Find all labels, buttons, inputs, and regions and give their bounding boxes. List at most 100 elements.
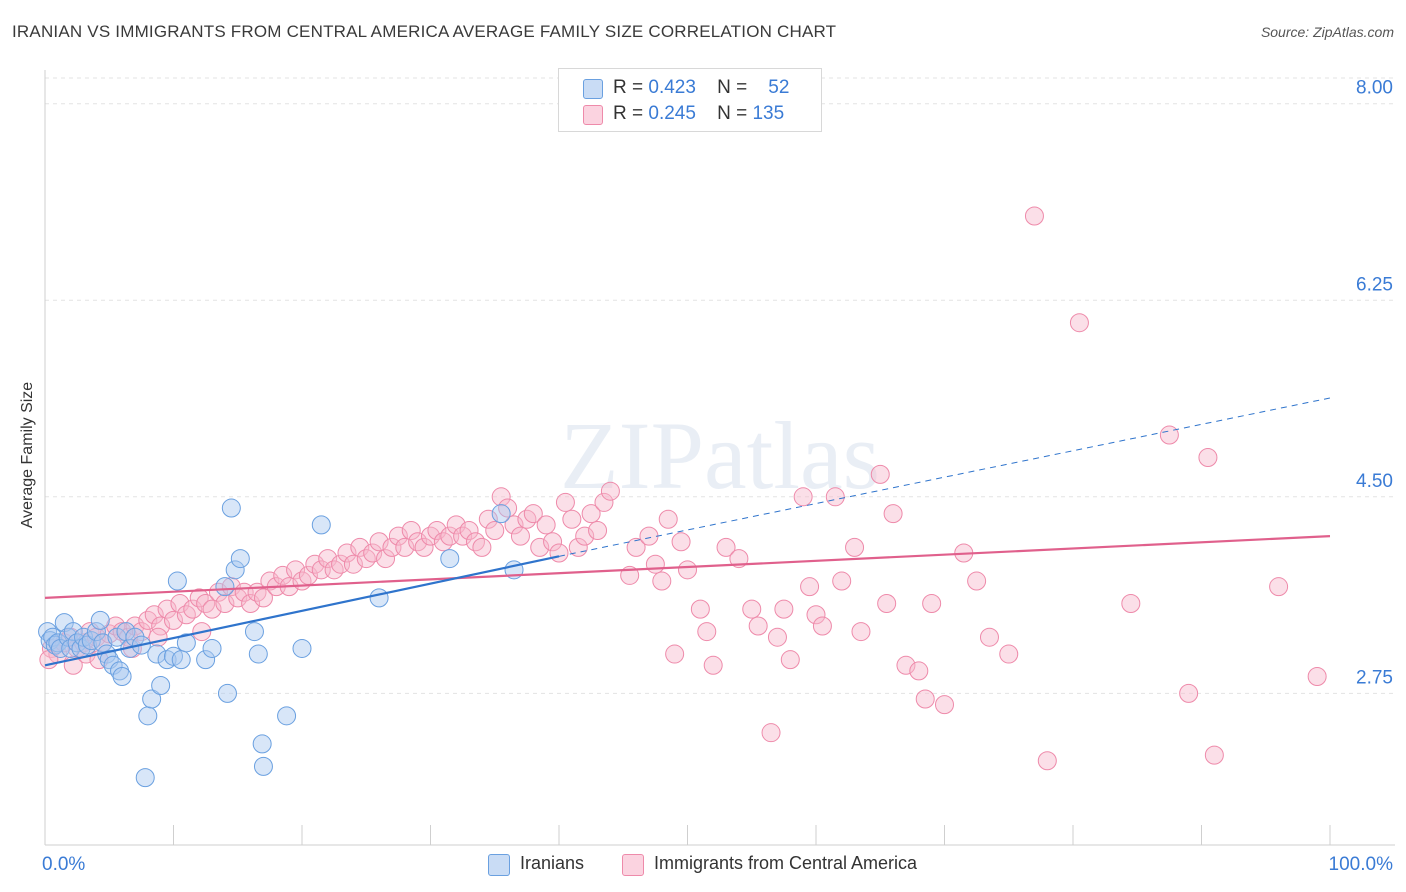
central-america-point bbox=[491, 487, 511, 507]
central-america-point bbox=[1037, 751, 1057, 771]
central-america-point bbox=[144, 605, 164, 625]
central-america-point bbox=[806, 605, 826, 625]
central-america-point bbox=[697, 622, 717, 642]
central-america-swatch bbox=[583, 105, 603, 125]
central-america-point bbox=[774, 599, 794, 619]
central-america-point bbox=[1269, 577, 1289, 597]
r-value: 0.245 bbox=[648, 103, 696, 124]
iranian-point bbox=[217, 683, 237, 703]
y-tick-label: 6.25 bbox=[1356, 274, 1393, 295]
central-america-point bbox=[588, 521, 608, 541]
iranian-point bbox=[147, 644, 167, 664]
central-america-point bbox=[164, 610, 183, 630]
n-label: N = bbox=[717, 103, 748, 124]
central-america-point bbox=[1121, 594, 1141, 614]
iranian-point bbox=[248, 644, 268, 664]
central-america-point bbox=[594, 492, 614, 512]
iranian-point bbox=[138, 706, 158, 726]
central-america-point bbox=[678, 560, 697, 580]
iranian-point bbox=[58, 627, 78, 647]
central-america-point bbox=[1179, 683, 1199, 703]
central-america-point bbox=[652, 571, 672, 591]
n-value: 135 bbox=[752, 103, 785, 124]
iranians-trend-line bbox=[44, 555, 560, 667]
central-america-point bbox=[253, 588, 273, 608]
central-america-point bbox=[530, 537, 550, 557]
iranian-point bbox=[112, 667, 132, 687]
central-america-point bbox=[170, 594, 190, 614]
central-america-point bbox=[896, 655, 916, 675]
central-america-point bbox=[510, 526, 530, 546]
stats-text: R = 0.423 N = 52 bbox=[613, 77, 789, 99]
iranian-point bbox=[135, 768, 155, 788]
iranian-point bbox=[292, 638, 312, 658]
central-america-point bbox=[626, 537, 646, 557]
central-america-point bbox=[645, 554, 665, 574]
iranian-point bbox=[253, 756, 273, 776]
central-america-point bbox=[812, 616, 832, 636]
y-tick-label: 8.00 bbox=[1356, 78, 1393, 99]
iranian-point bbox=[215, 577, 235, 597]
central-america-point bbox=[555, 492, 575, 512]
iranian-point bbox=[93, 633, 113, 653]
n-label: N = bbox=[717, 77, 748, 98]
iranian-point bbox=[63, 622, 83, 642]
iranian-point bbox=[311, 515, 331, 535]
iranian-point bbox=[90, 610, 110, 630]
central-america-point bbox=[273, 565, 293, 585]
central-america-point bbox=[851, 622, 871, 642]
central-america-point bbox=[350, 537, 370, 557]
chart-title: IRANIAN VS IMMIGRANTS FROM CENTRAL AMERI… bbox=[12, 22, 837, 41]
central-america-point bbox=[485, 521, 505, 541]
central-america-point bbox=[716, 537, 736, 557]
iranian-point bbox=[202, 638, 222, 658]
legend-swatch bbox=[488, 854, 510, 876]
iranian-point bbox=[244, 622, 264, 642]
iranians-swatch bbox=[583, 79, 603, 99]
central-america-point bbox=[1159, 425, 1179, 445]
central-america-point bbox=[600, 481, 620, 501]
central-america-point bbox=[363, 543, 383, 563]
central-america-point bbox=[883, 504, 903, 524]
iranian-point bbox=[151, 676, 171, 696]
central-america-point bbox=[1204, 745, 1224, 765]
iranian-point bbox=[176, 633, 196, 653]
central-america-point bbox=[478, 509, 498, 529]
central-america-point bbox=[703, 655, 723, 675]
central-america-point bbox=[780, 650, 800, 670]
central-america-point bbox=[870, 464, 890, 484]
iranian-point bbox=[196, 650, 216, 670]
central-america-point bbox=[472, 537, 492, 557]
central-america-point bbox=[1069, 313, 1089, 333]
iranian-point bbox=[221, 498, 241, 518]
central-america-point bbox=[761, 723, 781, 743]
central-america-point bbox=[800, 577, 820, 597]
stats-text: R = 0.245 N = 135 bbox=[613, 103, 784, 125]
central-america-point bbox=[935, 695, 954, 715]
central-america-point bbox=[658, 509, 678, 529]
central-america-point bbox=[504, 515, 524, 535]
iranian-point bbox=[164, 646, 183, 666]
central-america-point bbox=[376, 549, 396, 569]
central-america-point bbox=[395, 537, 415, 557]
central-america-point bbox=[748, 616, 768, 636]
central-america-point bbox=[915, 689, 935, 709]
central-america-point bbox=[999, 644, 1019, 664]
trend-lines bbox=[44, 397, 1331, 667]
central-america-point bbox=[825, 487, 845, 507]
y-tick-label: 2.75 bbox=[1356, 667, 1393, 688]
watermark: ZIPatlas bbox=[560, 402, 880, 509]
legend-label: Immigrants from Central America bbox=[654, 853, 918, 873]
central-america-point bbox=[446, 515, 466, 535]
central-america-points bbox=[39, 206, 1327, 771]
central-america-point bbox=[183, 599, 203, 619]
iranian-point bbox=[81, 631, 101, 651]
central-america-point bbox=[742, 599, 762, 619]
central-america-point bbox=[979, 627, 999, 647]
central-america-point bbox=[388, 526, 408, 546]
central-america-point bbox=[202, 599, 222, 619]
central-america-point bbox=[1198, 448, 1218, 467]
iranian-points bbox=[38, 498, 524, 788]
central-america-point bbox=[967, 571, 987, 591]
